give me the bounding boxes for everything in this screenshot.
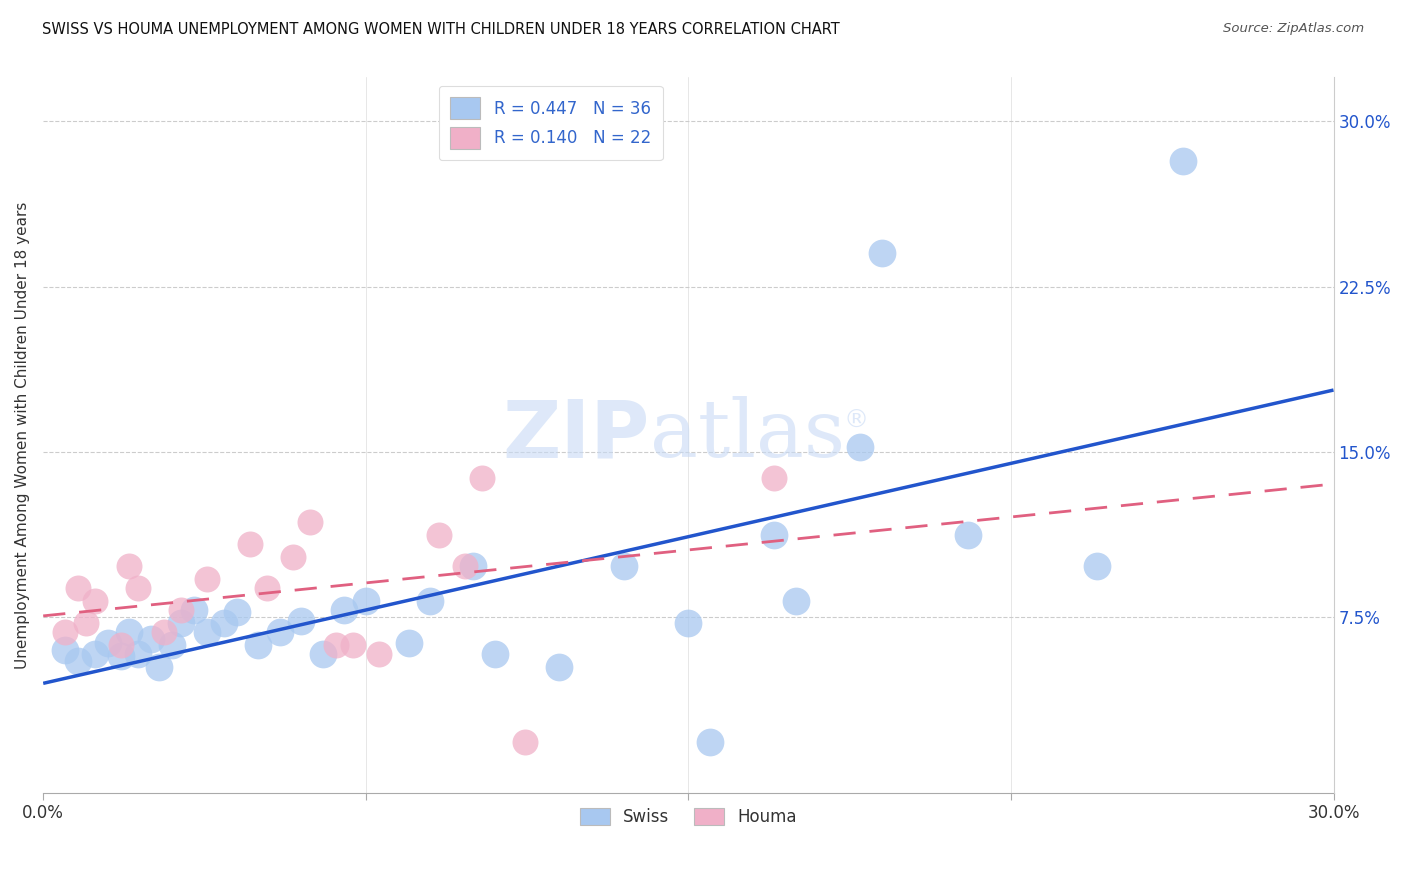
Text: atlas: atlas (650, 396, 845, 474)
Text: Source: ZipAtlas.com: Source: ZipAtlas.com (1223, 22, 1364, 36)
Point (53, 642, 76, 657)
Point (785, 594, 807, 608)
Point (170, 616, 193, 631)
Point (956, 528, 979, 542)
Point (139, 632, 162, 646)
Point (127, 581, 149, 595)
Text: SWISS VS HOUMA UNEMPLOYMENT AMONG WOMEN WITH CHILDREN UNDER 18 YEARS CORRELATION: SWISS VS HOUMA UNEMPLOYMENT AMONG WOMEN … (42, 22, 839, 37)
Text: ®: ® (844, 409, 869, 433)
Point (148, 660, 170, 674)
Point (83, 647, 105, 661)
Point (312, 647, 335, 661)
Point (398, 636, 420, 650)
Point (763, 528, 786, 542)
Point (97, 636, 120, 650)
Point (239, 537, 262, 551)
Text: ZIP: ZIP (502, 396, 650, 474)
Point (195, 572, 218, 586)
Point (110, 649, 132, 664)
Point (83, 594, 105, 608)
Point (342, 638, 364, 652)
Point (870, 246, 893, 260)
Point (1171, 154, 1194, 169)
Point (678, 616, 700, 631)
Point (290, 614, 312, 628)
Legend: Swiss, Houma: Swiss, Houma (571, 799, 806, 834)
Point (427, 528, 450, 542)
Point (247, 638, 270, 652)
Point (281, 550, 304, 565)
Y-axis label: Unemployment Among Women with Children Under 18 years: Unemployment Among Women with Children U… (15, 202, 30, 669)
Point (333, 603, 356, 617)
Point (256, 581, 278, 595)
Point (170, 603, 193, 617)
Point (298, 515, 321, 529)
Point (152, 625, 174, 640)
Point (269, 625, 291, 640)
Point (195, 625, 218, 640)
Point (127, 647, 149, 661)
Point (454, 559, 477, 574)
Point (225, 605, 247, 619)
Point (53, 625, 76, 640)
Point (110, 638, 132, 652)
Point (118, 625, 141, 640)
Point (513, 735, 536, 749)
Point (548, 660, 571, 674)
Point (463, 559, 485, 574)
Point (183, 603, 205, 617)
Point (849, 440, 872, 454)
Point (66, 581, 89, 595)
Point (699, 735, 721, 749)
Point (419, 594, 441, 608)
Point (118, 559, 141, 574)
Point (160, 638, 183, 652)
Point (367, 647, 389, 661)
Point (325, 638, 347, 652)
Point (354, 594, 377, 608)
Point (66, 654, 89, 668)
Point (484, 647, 506, 661)
Point (1085, 559, 1108, 574)
Point (75, 616, 97, 631)
Point (613, 559, 636, 574)
Point (471, 471, 494, 485)
Point (212, 616, 235, 631)
Point (763, 471, 786, 485)
